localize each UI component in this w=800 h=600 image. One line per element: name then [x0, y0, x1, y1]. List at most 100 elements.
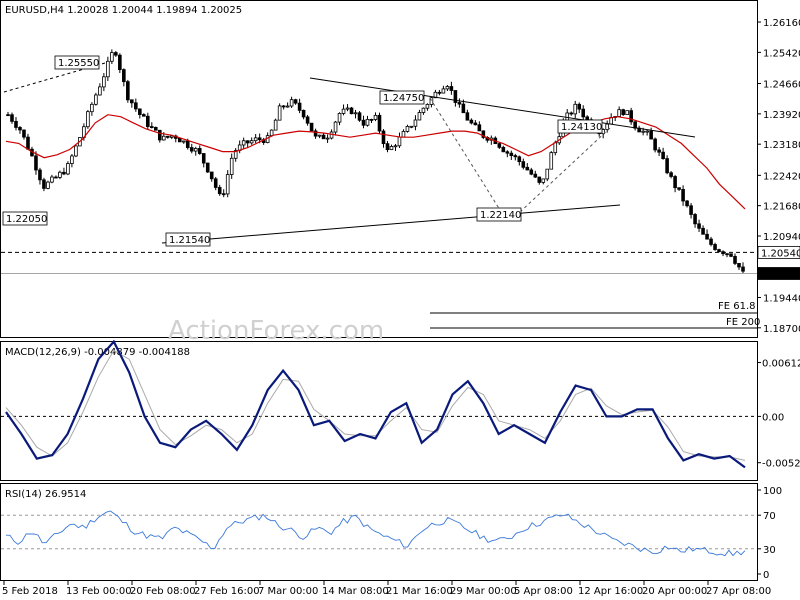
candle-body — [529, 169, 534, 175]
candle-body — [150, 126, 154, 128]
candle-body — [181, 140, 186, 143]
candle — [90, 102, 94, 116]
candle — [50, 174, 54, 184]
x-tick-label: 7 Mar 00:00 — [258, 586, 318, 597]
candle — [577, 102, 582, 114]
candle-body — [209, 171, 214, 180]
candle — [102, 73, 106, 92]
candle — [74, 145, 78, 158]
candle — [401, 129, 406, 138]
candle — [297, 98, 302, 114]
candle-body — [110, 52, 114, 62]
candle — [345, 104, 350, 112]
candle — [146, 112, 150, 130]
candle — [353, 109, 358, 119]
candle-body — [457, 102, 462, 105]
candle — [537, 176, 542, 185]
candle-body — [669, 172, 673, 177]
candle-body — [585, 116, 590, 121]
candle — [681, 185, 685, 206]
candle-body — [385, 143, 390, 151]
candle — [609, 113, 613, 125]
candle — [701, 225, 705, 235]
swing-label: 1.22050 — [2, 211, 48, 226]
candle-body — [177, 137, 182, 143]
candle — [165, 135, 170, 139]
candle — [633, 120, 637, 131]
candle-body — [185, 140, 190, 148]
candle-body — [273, 119, 278, 131]
candle-body — [569, 112, 574, 115]
candle-body — [725, 253, 729, 256]
candle — [661, 147, 665, 160]
price-tick-label: 1.24660 — [763, 80, 800, 91]
price-tick-label: 1.19440 — [763, 293, 800, 304]
x-tick-label: 21 Mar 16:00 — [386, 586, 453, 597]
candle-body — [577, 103, 582, 110]
candle-body — [737, 263, 741, 268]
candle-body — [549, 152, 554, 170]
candle — [106, 56, 110, 82]
candle-body — [689, 205, 693, 215]
candle-body — [102, 76, 106, 88]
candle — [549, 151, 554, 170]
candle-body — [365, 118, 370, 126]
candle — [98, 83, 102, 96]
candle-body — [22, 129, 26, 138]
candle — [669, 171, 673, 179]
candle-body — [521, 161, 526, 168]
candle — [389, 144, 394, 151]
candle — [209, 171, 214, 182]
candle-body — [605, 123, 609, 130]
candle — [481, 130, 486, 140]
candle-body — [505, 151, 510, 154]
candle — [421, 107, 426, 115]
price-tick-label: 1.25420 — [763, 48, 800, 59]
candle-body — [401, 131, 406, 138]
swing-label: 1.24130 — [557, 119, 603, 134]
fe-618-label: FE 61.8 — [718, 301, 756, 312]
candle-body — [205, 162, 210, 173]
candle — [501, 145, 506, 153]
candle-body — [293, 99, 298, 104]
candle-body — [329, 131, 334, 139]
candle — [689, 203, 693, 219]
swing-label: 1.25550 — [54, 55, 100, 70]
price-layer: 1.25550 1.24750 1.24130 1.22050 1.22140 1.215… — [1, 49, 757, 329]
candle — [301, 109, 306, 120]
candle-body — [413, 119, 418, 127]
candle — [517, 155, 522, 166]
candle — [305, 114, 310, 126]
candle — [445, 85, 450, 92]
candle — [309, 122, 314, 132]
candle-body — [693, 214, 697, 225]
candle-body — [285, 105, 290, 108]
candle-body — [473, 122, 478, 126]
candle — [369, 118, 374, 124]
candle-body — [157, 129, 162, 141]
candle-body — [697, 223, 701, 229]
candle-body — [369, 118, 374, 121]
candle-body — [138, 108, 142, 115]
candle — [273, 118, 278, 131]
candle-body — [197, 148, 202, 154]
candle — [513, 153, 518, 161]
candle — [625, 110, 629, 115]
macd-tick-label: 0.00612 — [762, 359, 800, 370]
candle — [217, 184, 222, 196]
candle-body — [517, 156, 522, 163]
candle — [333, 120, 338, 136]
candle — [709, 236, 713, 247]
candle-body — [229, 157, 234, 175]
candle-body — [509, 152, 514, 156]
x-tick-label: 27 Apr 08:00 — [706, 586, 771, 597]
candle — [693, 213, 697, 228]
candle — [193, 146, 198, 156]
candle — [573, 100, 578, 119]
candle — [134, 98, 138, 112]
candle — [621, 108, 625, 117]
rsi-tick-label: 30 — [763, 545, 776, 556]
swing-label-box — [54, 55, 100, 70]
candle — [677, 187, 681, 191]
